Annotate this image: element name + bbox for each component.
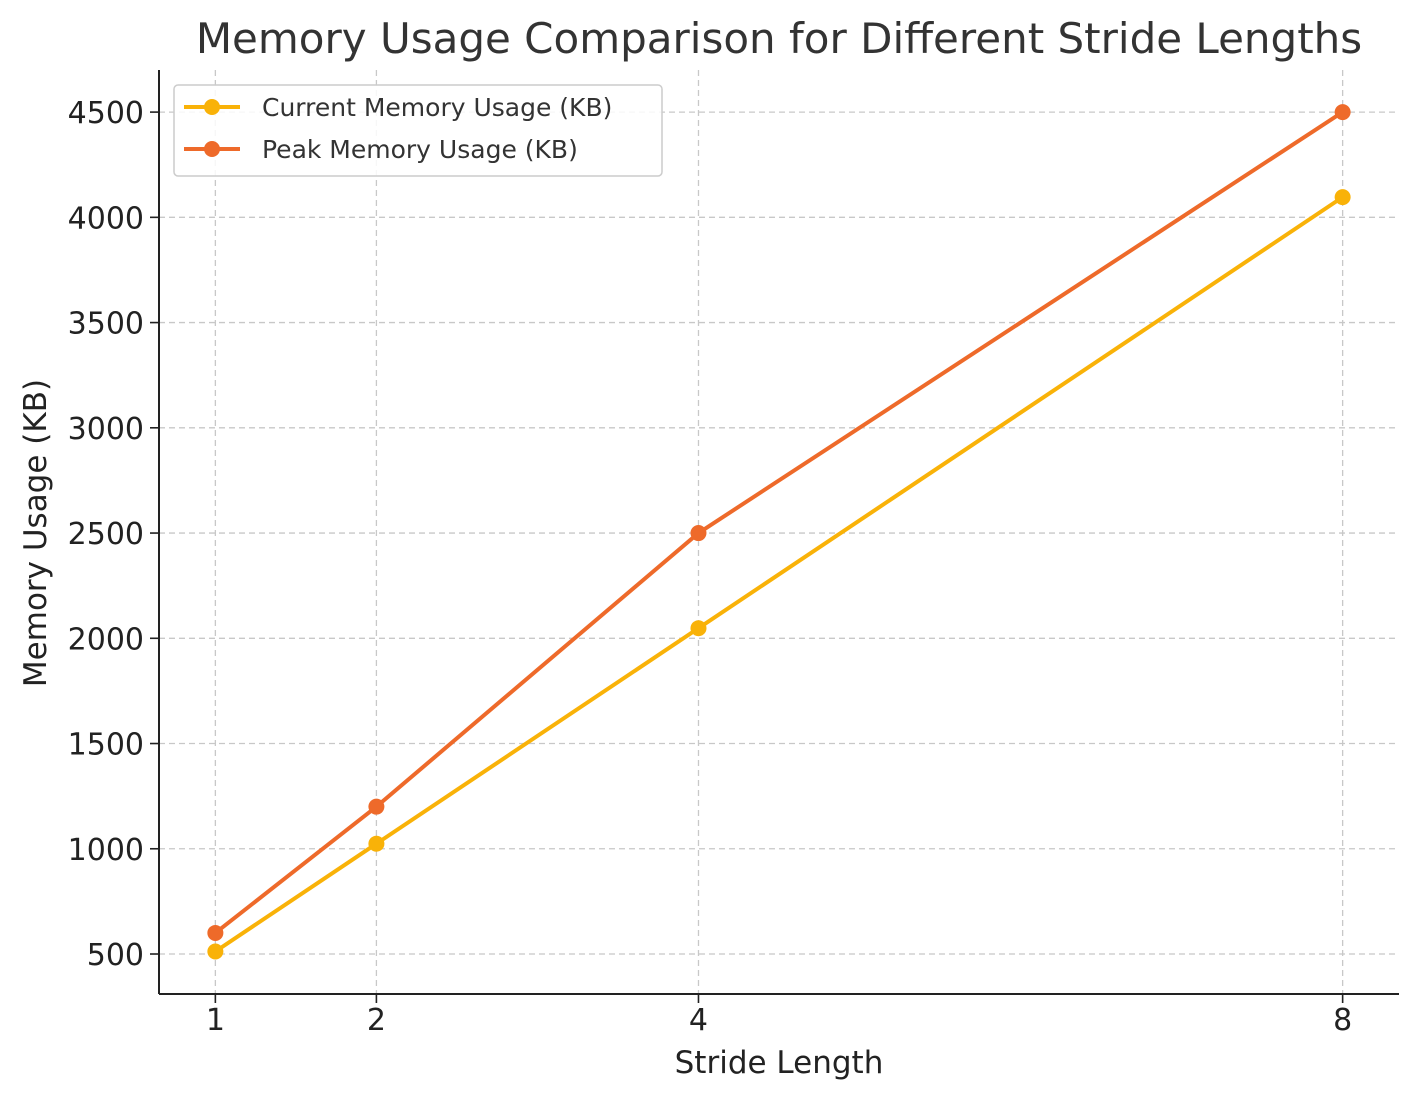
- x-axis-label: Stride Length: [675, 1045, 884, 1081]
- legend-swatch-marker: [204, 99, 220, 115]
- x-tick-label: 4: [689, 1003, 708, 1038]
- y-tick-label: 1500: [68, 728, 144, 763]
- data-point: [690, 620, 707, 637]
- data-point: [368, 798, 385, 815]
- data-point: [207, 924, 224, 941]
- x-tick-label: 1: [206, 1003, 225, 1038]
- grid-lines: [159, 70, 1399, 994]
- chart-title: Memory Usage Comparison for Different St…: [196, 14, 1362, 63]
- x-tick-label: 2: [367, 1003, 386, 1038]
- data-point: [368, 835, 385, 852]
- series-1: [207, 189, 1351, 960]
- legend-box: [173, 84, 663, 177]
- series-2: [207, 104, 1351, 941]
- series-lines: [207, 104, 1351, 960]
- y-tick-label: 3000: [68, 412, 144, 447]
- y-axis-label: Memory Usage (KB): [18, 379, 54, 687]
- data-point: [690, 525, 707, 542]
- y-tick-label: 1000: [68, 833, 144, 868]
- data-point: [207, 943, 224, 960]
- legend-label: Current Memory Usage (KB): [262, 93, 612, 122]
- legend-item: Peak Memory Usage (KB): [184, 135, 578, 164]
- y-tick-label: 500: [87, 938, 144, 973]
- y-tick-label: 4000: [68, 201, 144, 236]
- y-tick-label: 2000: [68, 622, 144, 657]
- y-tick-label: 4500: [68, 96, 144, 131]
- axis-ticks: 500 1000 1500 2000 2500 3000 3500 4000 4500 1 2 4 8: [68, 96, 1353, 1038]
- legend-label: Peak Memory Usage (KB): [262, 135, 578, 164]
- data-point: [1334, 104, 1351, 121]
- series-line: [213, 110, 1345, 935]
- series-line: [213, 195, 1345, 954]
- legend-swatch-marker: [204, 141, 220, 157]
- data-point: [1334, 189, 1351, 206]
- y-tick-label: 2500: [68, 517, 144, 552]
- x-tick-label: 8: [1333, 1003, 1352, 1038]
- legend: Current Memory Usage (KB) Peak Memory Usa…: [173, 84, 663, 177]
- legend-item: Current Memory Usage (KB): [184, 93, 612, 122]
- y-tick-label: 3500: [68, 307, 144, 342]
